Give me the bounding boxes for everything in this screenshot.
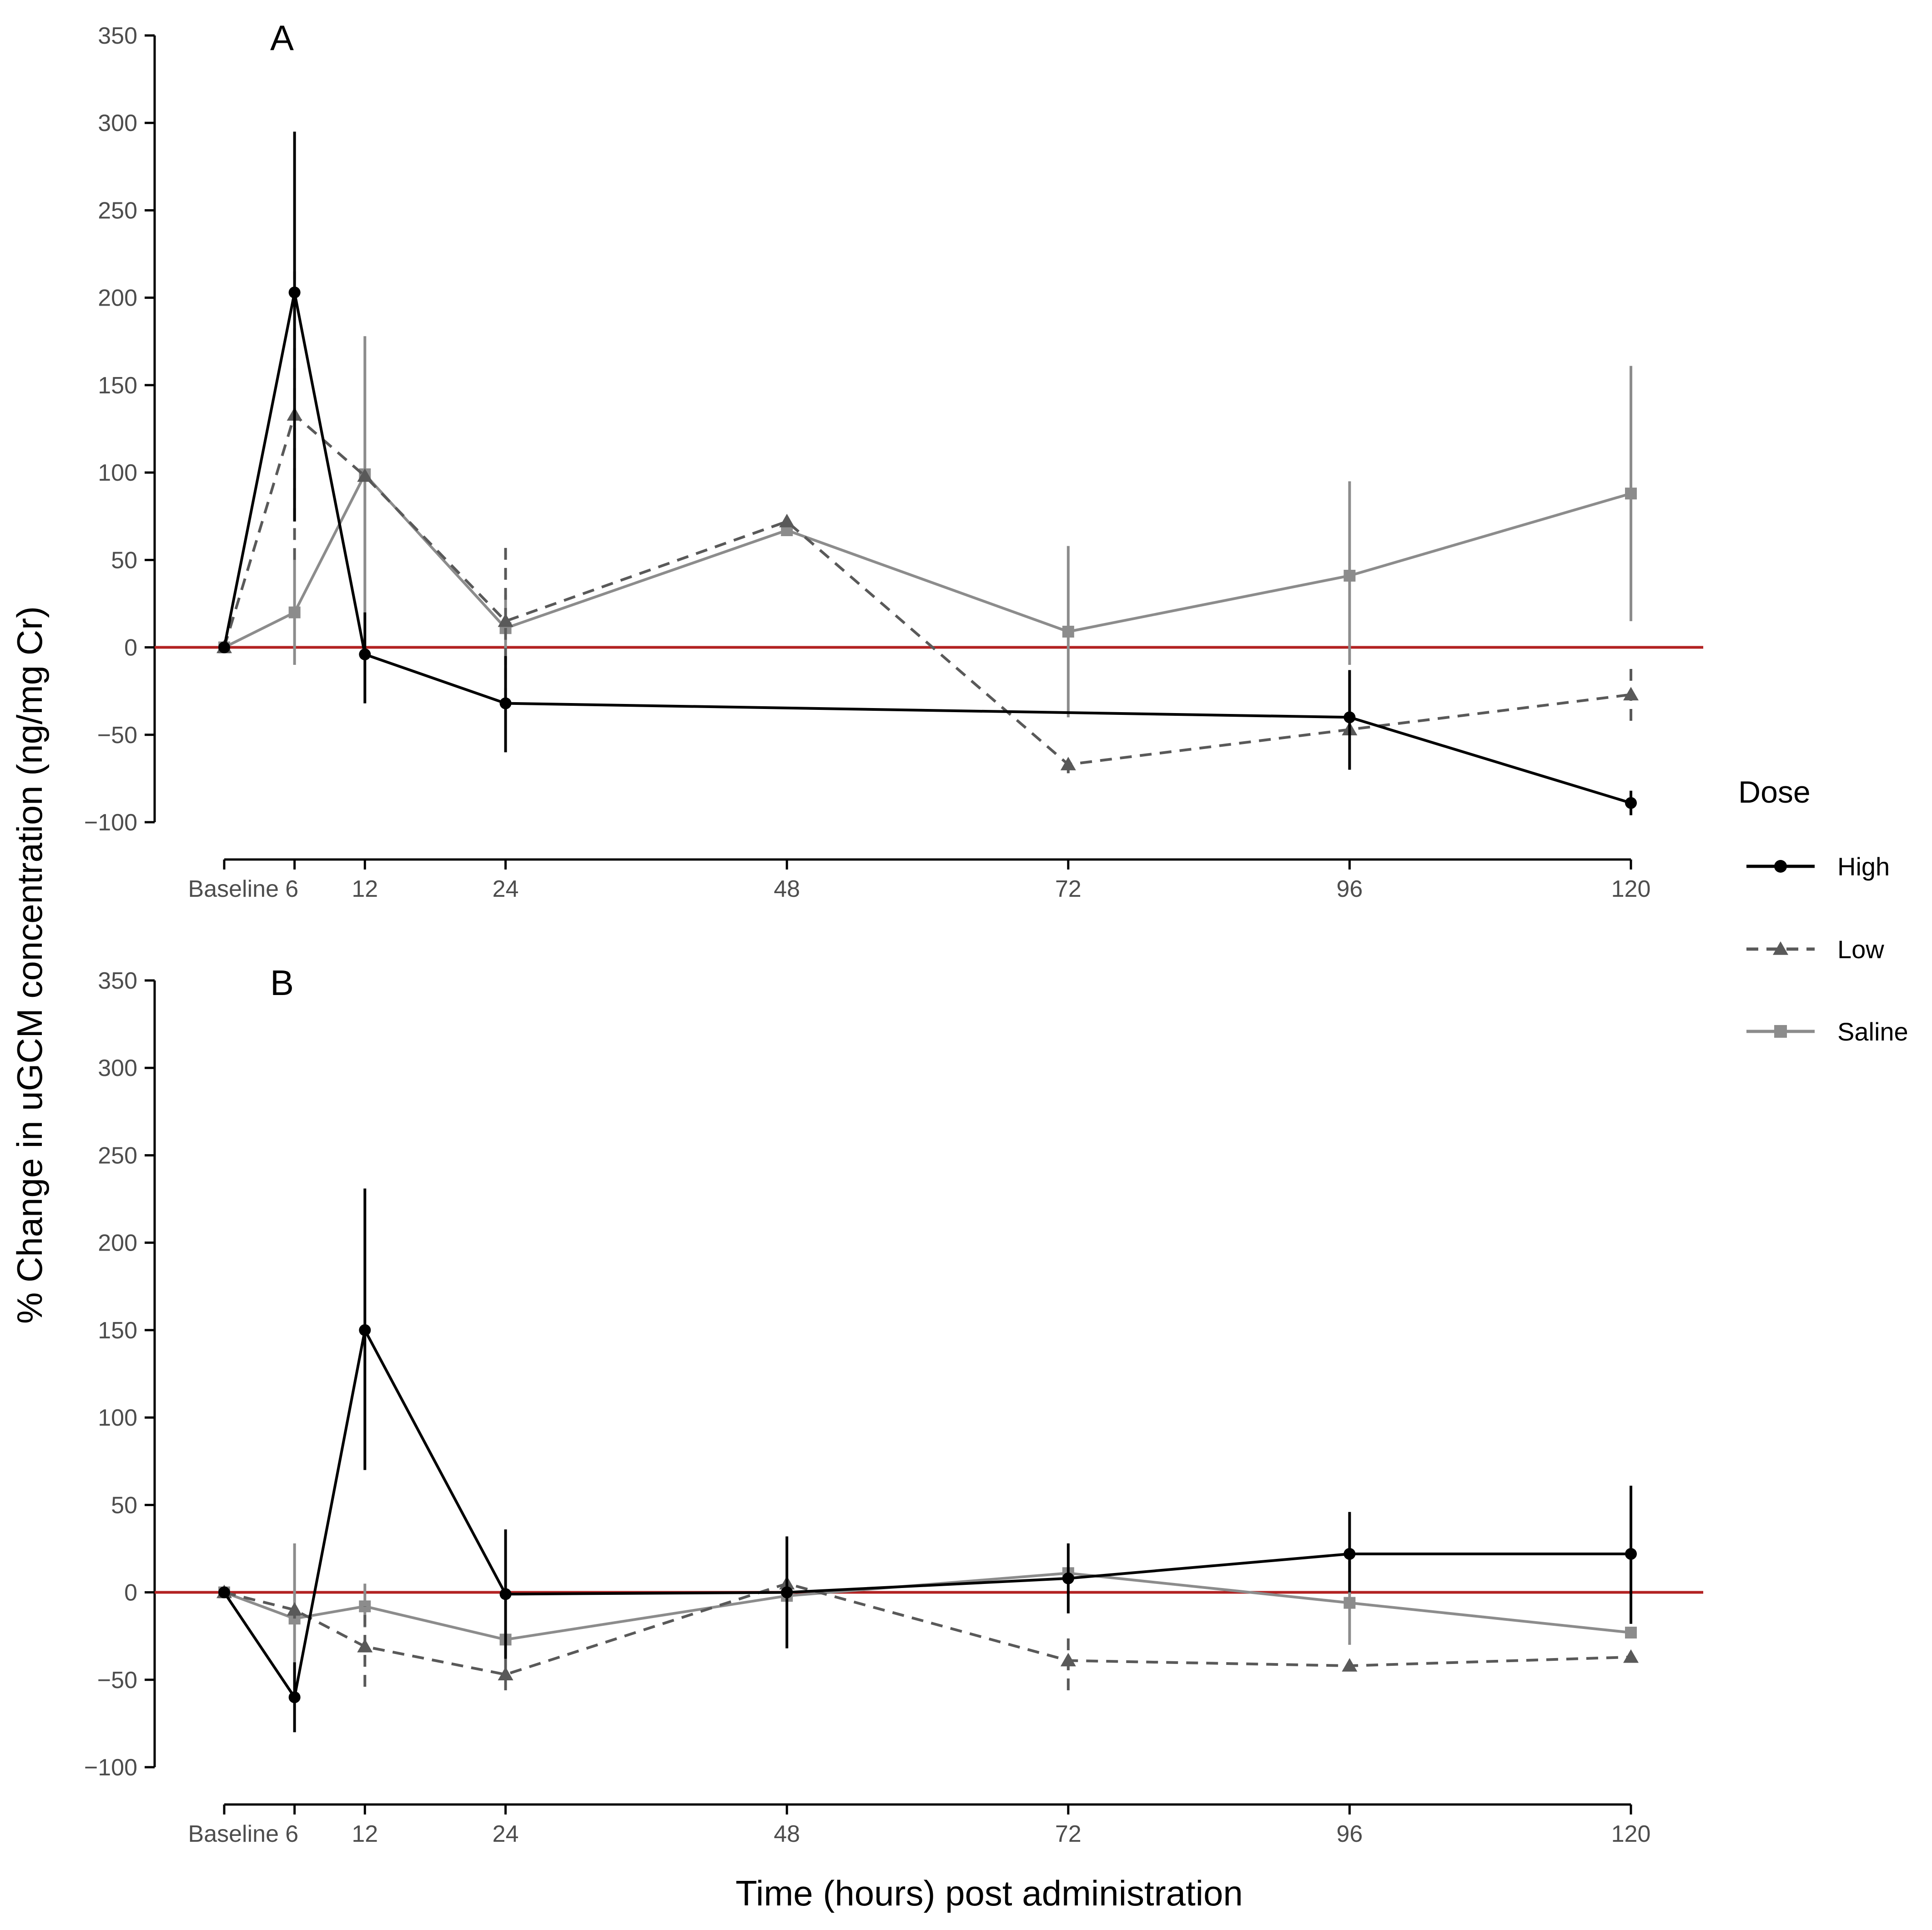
data-point xyxy=(287,1602,302,1616)
y-tick-label: 100 xyxy=(98,460,137,486)
legend-marker-low xyxy=(1773,941,1788,955)
series-line xyxy=(223,473,1631,649)
data-point xyxy=(499,1588,512,1600)
y-tick-label: −50 xyxy=(97,722,137,749)
y-tick-label: −100 xyxy=(84,1754,137,1781)
y-axis-title: % Change in uGCM concentration (ng/mg Cr… xyxy=(10,606,50,1324)
y-tick-label: 200 xyxy=(98,285,137,312)
y-tick-label: 300 xyxy=(98,110,137,136)
data-point xyxy=(781,1586,793,1598)
y-tick-label: 350 xyxy=(98,23,137,49)
y-tick-label: 250 xyxy=(98,197,137,224)
legend-marker-high xyxy=(1774,860,1787,873)
data-point xyxy=(1060,757,1076,770)
data-point xyxy=(218,1586,230,1598)
x-tick-label: 12 xyxy=(352,876,378,902)
y-tick-label: 0 xyxy=(124,635,137,661)
data-point xyxy=(357,468,373,482)
series-line xyxy=(223,1328,1631,1699)
data-point xyxy=(359,648,371,660)
x-tick-label: 6 xyxy=(285,876,298,902)
y-tick-label: −100 xyxy=(84,809,137,836)
data-point xyxy=(1060,1653,1076,1667)
legend-title: Dose xyxy=(1738,775,1811,809)
y-tick-label: 250 xyxy=(98,1142,137,1169)
data-point xyxy=(359,1324,371,1336)
legend-label-saline: Saline xyxy=(1837,1017,1908,1046)
series-saline xyxy=(218,336,1637,718)
data-point xyxy=(288,286,301,299)
panel-tag-b: B xyxy=(270,963,294,1003)
data-point xyxy=(218,641,230,653)
y-tick-label: 150 xyxy=(98,1317,137,1344)
y-tick-label: 0 xyxy=(124,1580,137,1606)
x-tick-label: 12 xyxy=(352,1821,378,1847)
x-tick-label: 120 xyxy=(1611,1821,1651,1847)
data-point xyxy=(1623,687,1639,701)
data-point xyxy=(1343,711,1356,724)
x-tick-label: 48 xyxy=(774,876,800,902)
data-point xyxy=(1062,1572,1074,1584)
x-tick-label: 6 xyxy=(285,1821,298,1847)
x-tick-label: 96 xyxy=(1336,1821,1363,1847)
x-tick-label: Baseline xyxy=(188,876,279,902)
series-line xyxy=(224,1582,1631,1676)
data-point xyxy=(288,1691,301,1704)
x-tick-label: 120 xyxy=(1611,876,1651,902)
x-tick-label: 72 xyxy=(1055,876,1082,902)
series-low xyxy=(216,271,1639,774)
data-point xyxy=(498,1667,513,1680)
data-point xyxy=(288,606,301,618)
data-point xyxy=(1623,1649,1639,1663)
data-point xyxy=(498,613,513,627)
legend-label-high: High xyxy=(1837,852,1890,881)
y-tick-label: 200 xyxy=(98,1230,137,1257)
series-high xyxy=(218,131,1637,815)
y-tick-label: −50 xyxy=(97,1667,137,1694)
data-point xyxy=(1342,1658,1358,1672)
y-tick-label: 350 xyxy=(98,968,137,994)
series-high xyxy=(218,1188,1637,1733)
y-tick-label: 100 xyxy=(98,1405,137,1431)
data-point xyxy=(1625,488,1637,500)
panel-b: B −100 −50 0 50 100 150 200 250 300 350 Baseline 6 1… xyxy=(84,963,1703,1847)
data-point xyxy=(1343,1597,1356,1609)
y-tick-label: 50 xyxy=(111,547,137,573)
y-tick-label: 150 xyxy=(98,372,137,399)
x-tick-label: Baseline xyxy=(188,1821,279,1847)
data-point xyxy=(1625,1548,1637,1560)
legend-marker-saline xyxy=(1774,1025,1787,1038)
data-point xyxy=(779,513,795,528)
x-axis-title: Time (hours) post administration xyxy=(735,1873,1243,1913)
panel-a: A −100 −50 0 50 100 150 200 250 300 350 Baseline 6 1… xyxy=(84,18,1703,902)
data-point xyxy=(1625,1626,1637,1638)
data-point xyxy=(1625,797,1637,809)
data-point xyxy=(357,1638,373,1653)
series-line xyxy=(223,413,1631,766)
data-point xyxy=(1062,625,1074,638)
data-point xyxy=(1343,569,1356,582)
data-point xyxy=(499,697,512,709)
x-tick-label: 24 xyxy=(493,1821,519,1847)
x-tick-label: 96 xyxy=(1336,876,1363,902)
panel-tag-a: A xyxy=(270,18,294,58)
x-tick-label: 24 xyxy=(493,876,519,902)
x-tick-label: 48 xyxy=(774,1821,800,1847)
y-tick-label: 50 xyxy=(111,1492,137,1518)
series-line xyxy=(223,291,1631,804)
legend: Dose High Low Saline xyxy=(1738,775,1908,1046)
legend-label-low: Low xyxy=(1837,935,1884,964)
x-tick-label: 72 xyxy=(1055,1821,1082,1847)
y-tick-label: 300 xyxy=(98,1055,137,1081)
series-saline xyxy=(218,1543,1637,1694)
data-point xyxy=(1343,1548,1356,1560)
series-line xyxy=(223,1572,1631,1641)
